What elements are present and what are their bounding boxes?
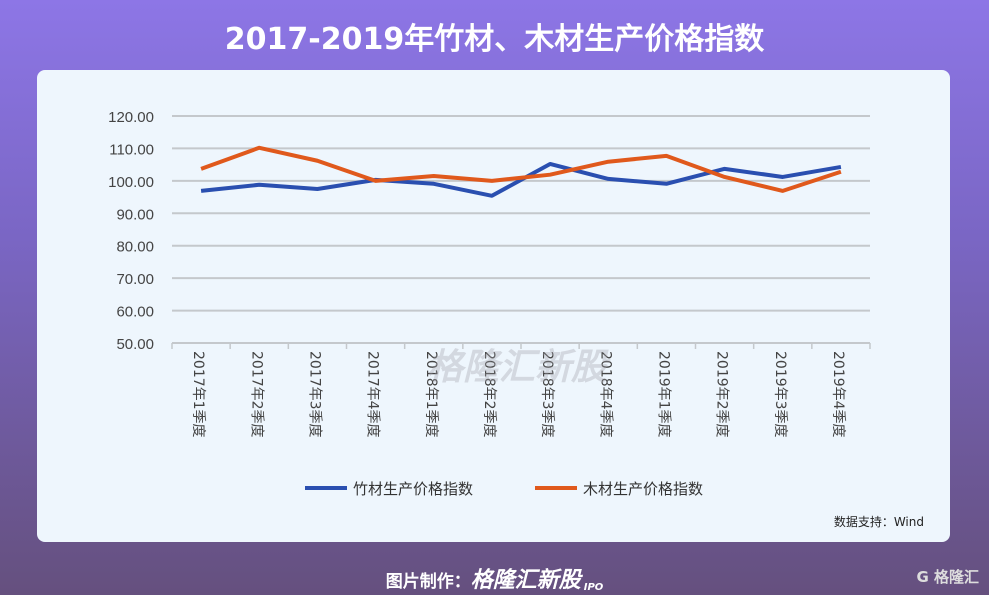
y-tick-label: 110.00 xyxy=(109,141,154,158)
source-note: 数据支持：Wind xyxy=(833,515,924,529)
y-tick-label: 120.00 xyxy=(108,109,154,126)
y-tick-label: 90.00 xyxy=(116,206,154,223)
x-tick-label: 2019年2季度 xyxy=(714,351,730,438)
series-line xyxy=(200,161,842,198)
x-tick-label: 2018年2季度 xyxy=(481,351,497,438)
x-tick-label: 2018年4季度 xyxy=(597,351,613,438)
x-tick-label: 2017年3季度 xyxy=(306,351,322,438)
legend-label: 木材生产价格指数 xyxy=(583,480,703,498)
y-tick-label: 50.00 xyxy=(116,336,154,353)
chart-panel: 50.00 60.00 70.00 80.00 90.00 100.00 110.00 120… xyxy=(37,70,950,542)
y-tick-label: 100.00 xyxy=(108,174,154,191)
x-tick-label: 2018年3季度 xyxy=(539,351,555,438)
x-tick-label: 2019年4季度 xyxy=(830,351,846,438)
x-tick-label: 2019年1季度 xyxy=(655,351,671,438)
credit-label: 图片制作： xyxy=(385,572,471,592)
series-line xyxy=(200,145,842,193)
x-tick-label: 2019年3季度 xyxy=(772,351,788,438)
credit: 图片制作：格隆汇新股 IPO xyxy=(0,562,989,594)
y-tick-label: 80.00 xyxy=(116,239,154,256)
y-tick-label: 60.00 xyxy=(116,304,154,321)
y-tick-label: 70.00 xyxy=(116,271,154,288)
page-title: 2017-2019年竹材、木材生产价格指数 xyxy=(224,22,765,57)
legend-label: 竹材生产价格指数 xyxy=(353,480,473,498)
x-tick-label: 2017年1季度 xyxy=(190,351,206,438)
corner-logo: G 格隆汇 xyxy=(916,568,979,586)
x-tick-label: 2017年4季度 xyxy=(365,351,381,438)
x-tick-label: 2018年1季度 xyxy=(423,351,439,438)
line-chart: 50.00 60.00 70.00 80.00 90.00 100.00 110.00 120… xyxy=(108,109,871,498)
x-tick-label: 2017年2季度 xyxy=(248,351,264,438)
watermark: 格隆汇新股 xyxy=(427,347,608,388)
brand-logo: 格隆汇新股 xyxy=(470,568,581,593)
brand-sub: IPO xyxy=(583,582,604,593)
